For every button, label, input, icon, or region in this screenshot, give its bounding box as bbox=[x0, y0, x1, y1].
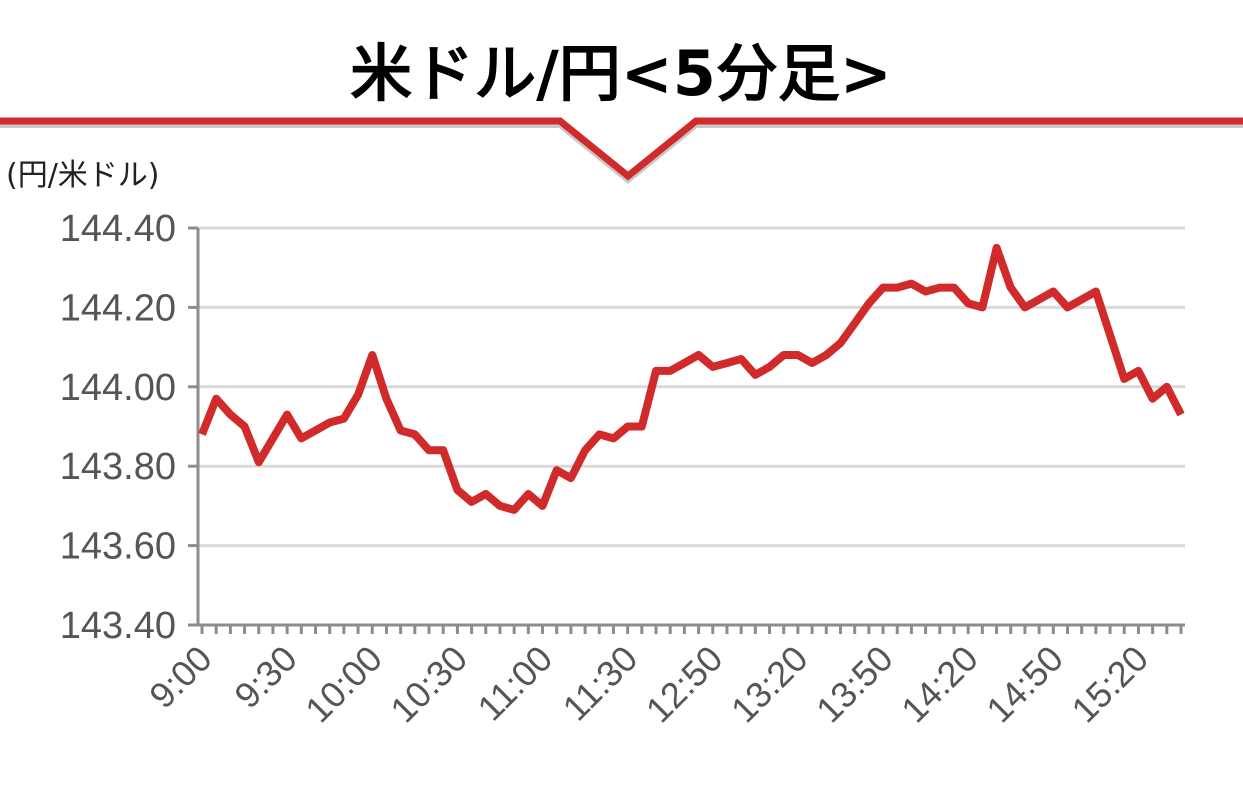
series-line bbox=[198, 243, 1185, 514]
y-tick-label: 144.20 bbox=[60, 287, 176, 329]
x-tick-label: 14:50 bbox=[978, 638, 1071, 731]
y-tick-label: 143.60 bbox=[60, 526, 176, 568]
x-tick-label: 14:20 bbox=[893, 638, 986, 731]
x-tick-labels: 9:00 9:3010:0010:3011:0011:3012:5013:2013… bbox=[141, 638, 1156, 731]
x-tick-label: 10:30 bbox=[382, 638, 475, 731]
x-tick-label: 11:00 bbox=[469, 638, 560, 729]
axes bbox=[188, 226, 1185, 634]
x-tick-label: 13:20 bbox=[723, 638, 816, 731]
y-tick-label: 144.40 bbox=[60, 208, 176, 250]
y-tick-label: 143.80 bbox=[60, 446, 176, 488]
gridlines bbox=[198, 226, 1185, 548]
x-tick-label: 15:20 bbox=[1063, 638, 1156, 731]
chart-title: 米ドル/円<5分足> bbox=[350, 37, 892, 110]
x-tick-label: 13:50 bbox=[808, 638, 901, 731]
series-group bbox=[198, 243, 1185, 514]
x-tick-label: 9:30 bbox=[226, 638, 305, 717]
y-tick-label: 144.00 bbox=[60, 367, 176, 409]
y-axis-unit-label: (円/米ドル) bbox=[6, 158, 160, 193]
y-tick-labels: 143.40 143.60 143.80 144.00 144.20 144.40 bbox=[60, 208, 176, 647]
x-tick-label: 11:30 bbox=[555, 638, 646, 729]
y-tick-label: 143.40 bbox=[60, 605, 176, 647]
banner-line bbox=[0, 117, 1243, 181]
x-tick-label: 9:00 bbox=[141, 638, 220, 717]
title-banner bbox=[0, 117, 1243, 184]
x-tick-label: 10:00 bbox=[297, 638, 390, 731]
x-tick-label: 12:50 bbox=[638, 638, 731, 731]
